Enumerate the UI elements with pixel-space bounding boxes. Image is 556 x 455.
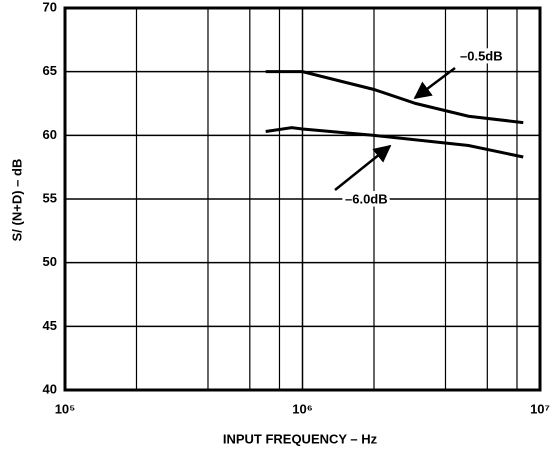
y-axis-label: S/ (N+D) – dB	[9, 159, 24, 242]
plot-frame	[63, 6, 542, 392]
y-tick-label: 50	[43, 254, 57, 269]
y-tick-label: 70	[43, 0, 57, 14]
annotation-arrow	[334, 144, 392, 191]
y-tick-label: 40	[43, 381, 57, 396]
x-tick-label: 10⁷	[530, 401, 550, 416]
series-label: –6.0dB	[345, 191, 388, 206]
series-line	[265, 126, 524, 159]
series-label: –0.5dB	[460, 48, 503, 63]
y-tick-label: 45	[43, 318, 57, 333]
annotation-arrow	[413, 67, 456, 100]
y-tick-label: 55	[43, 190, 57, 205]
marks	[265, 70, 524, 159]
x-tick-label: 10⁵	[55, 401, 76, 416]
y-tick-label: 60	[43, 127, 57, 142]
y-tick-label: 65	[43, 63, 57, 78]
grid	[64, 7, 541, 391]
x-axis-label: INPUT FREQUENCY – Hz	[223, 431, 378, 446]
series-line	[265, 70, 524, 125]
x-tick-label: 10⁶	[292, 401, 312, 416]
